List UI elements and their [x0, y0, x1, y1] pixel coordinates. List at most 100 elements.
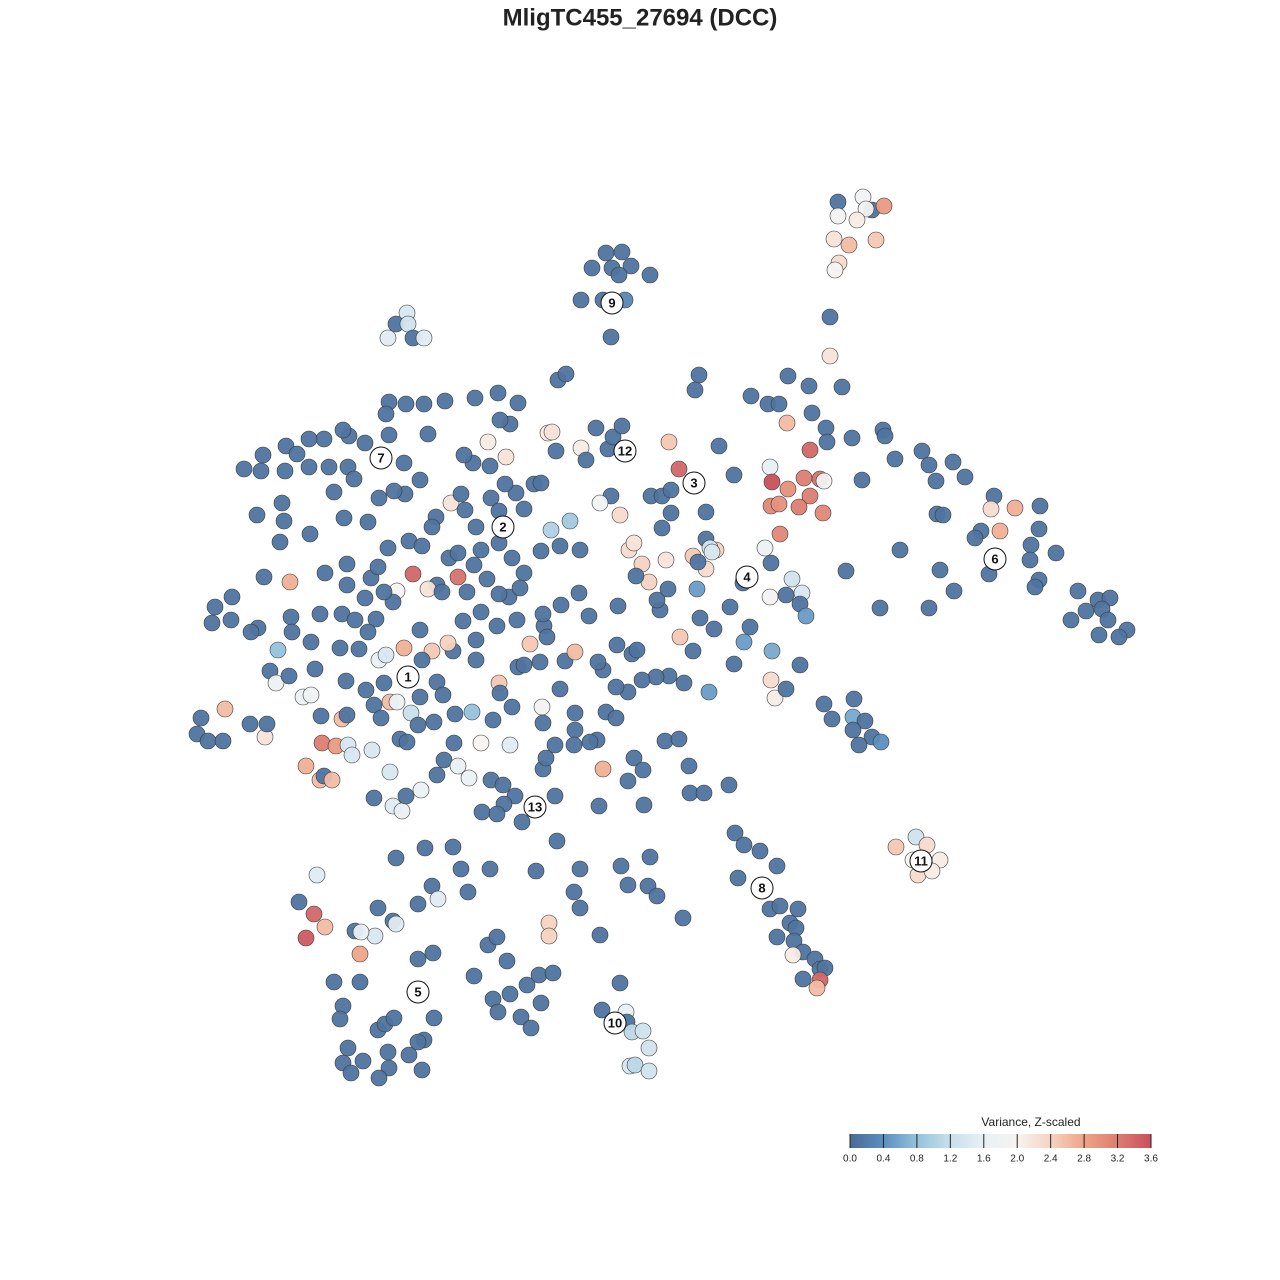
point — [488, 805, 506, 823]
point — [619, 772, 637, 790]
point — [565, 736, 583, 754]
point — [283, 623, 301, 641]
point — [458, 583, 476, 601]
point — [377, 405, 395, 423]
point — [821, 347, 839, 365]
point — [546, 736, 564, 754]
point — [532, 994, 550, 1012]
point — [252, 462, 270, 480]
point — [456, 501, 474, 519]
point — [397, 395, 415, 413]
point — [670, 730, 688, 748]
point — [267, 674, 285, 692]
point — [659, 580, 677, 598]
point — [640, 1039, 658, 1057]
point — [542, 521, 560, 539]
point — [214, 732, 232, 750]
point — [409, 950, 427, 968]
point — [823, 710, 841, 728]
point — [424, 944, 442, 962]
point — [359, 623, 377, 641]
point — [566, 643, 584, 661]
point — [463, 703, 481, 721]
point — [338, 555, 356, 573]
point — [551, 537, 569, 555]
point — [591, 926, 609, 944]
point — [366, 927, 384, 945]
point — [512, 1008, 530, 1026]
point — [571, 899, 589, 917]
point — [557, 365, 575, 383]
cluster-label: 8 — [758, 880, 765, 895]
point — [815, 472, 833, 490]
point — [662, 504, 680, 522]
point — [290, 893, 308, 911]
point — [609, 597, 627, 615]
point — [425, 713, 443, 731]
point — [587, 419, 605, 437]
point — [222, 611, 240, 629]
point — [343, 746, 361, 764]
point — [1099, 611, 1117, 629]
cluster-label: 3 — [690, 475, 697, 490]
point — [1021, 551, 1039, 569]
point — [876, 427, 894, 445]
point — [927, 472, 945, 490]
point — [372, 709, 390, 727]
point — [281, 573, 299, 591]
point — [467, 518, 485, 536]
colorbar-tick-label: 0.4 — [876, 1154, 890, 1165]
point — [591, 494, 609, 512]
point — [532, 474, 550, 492]
point — [763, 473, 781, 491]
point — [577, 451, 595, 469]
point — [826, 261, 844, 279]
point — [657, 551, 675, 569]
point — [515, 656, 533, 674]
point — [445, 734, 463, 752]
cluster-label: 2 — [499, 519, 506, 534]
point — [875, 197, 893, 215]
point — [762, 554, 780, 572]
point — [388, 693, 406, 711]
point — [725, 466, 743, 484]
point — [856, 712, 874, 730]
point — [356, 589, 374, 607]
point — [625, 749, 643, 767]
cluster-marker — [735, 565, 759, 589]
point — [681, 784, 699, 802]
point — [565, 883, 583, 901]
point — [465, 556, 483, 574]
point — [570, 584, 588, 602]
point — [800, 377, 818, 395]
point — [331, 639, 349, 657]
point — [533, 698, 551, 716]
point — [381, 763, 399, 781]
cluster-marker — [600, 291, 624, 315]
point — [428, 766, 446, 784]
colorbar-fill — [850, 1134, 1151, 1148]
point — [271, 533, 289, 551]
point — [241, 715, 259, 733]
point — [814, 504, 832, 522]
point — [688, 580, 706, 598]
point — [686, 381, 704, 399]
point — [721, 598, 739, 616]
point — [690, 366, 708, 384]
point — [446, 705, 464, 723]
point — [540, 927, 558, 945]
point — [235, 460, 253, 478]
point — [522, 1019, 540, 1037]
point — [395, 639, 413, 657]
point — [258, 715, 276, 733]
point — [571, 860, 589, 878]
point — [511, 579, 529, 597]
point — [653, 519, 671, 537]
point — [367, 610, 385, 628]
point — [778, 414, 796, 432]
point — [931, 561, 949, 579]
point — [886, 450, 904, 468]
point — [409, 716, 427, 734]
point — [370, 489, 388, 507]
point — [803, 404, 821, 422]
